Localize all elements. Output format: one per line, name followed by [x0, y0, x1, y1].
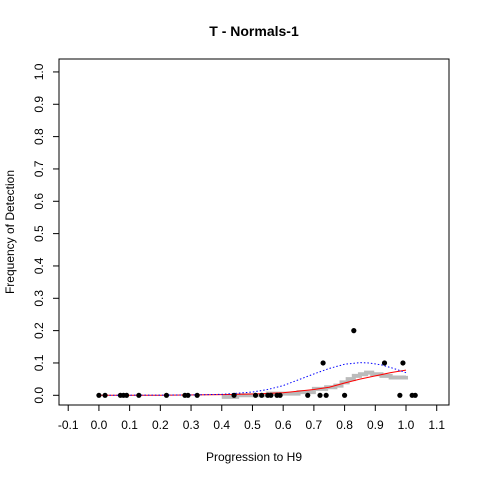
y-axis: 0.0 0.1 0.2 0.3 0.4 0.5 0.6 0.7 0.8 0.9 1.0: [32, 63, 59, 404]
y-axis-label: Frequency of Detection: [3, 170, 17, 294]
data-point: [277, 392, 283, 398]
data-point: [320, 360, 326, 366]
data-point: [317, 392, 323, 398]
x-tick-label: 0.7: [306, 418, 323, 432]
x-tick-label: 1.1: [428, 418, 445, 432]
y-tick-label: 0.4: [32, 257, 46, 274]
x-tick-label: 0.1: [121, 418, 138, 432]
step-curve: [221, 370, 409, 399]
x-tick-label: 0.4: [213, 418, 230, 432]
x-tick-label: 0.8: [336, 418, 353, 432]
y-tick-label: 0.8: [32, 128, 46, 145]
y-tick-label: 0.0: [32, 387, 46, 404]
data-point: [259, 392, 265, 398]
x-tick-label: 0.3: [183, 418, 200, 432]
x-tick-label: 1.0: [398, 418, 415, 432]
y-tick-label: 1.0: [32, 63, 46, 80]
data-point: [397, 392, 403, 398]
x-axis-label: Progression to H9: [206, 450, 302, 464]
data-point: [123, 392, 130, 398]
data-point: [96, 392, 102, 398]
data-point: [252, 392, 259, 398]
data-point: [412, 392, 418, 398]
y-tick-label: 0.1: [32, 354, 46, 371]
y-tick-label: 0.9: [32, 96, 46, 113]
x-tick-label: 0.9: [367, 418, 384, 432]
data-point: [163, 392, 170, 398]
x-tick-label: 0.2: [152, 418, 169, 432]
x-tick-label: -0.1: [58, 418, 79, 432]
y-tick-label: 0.6: [32, 193, 46, 210]
plot-frame: [58, 58, 450, 406]
x-tick-label: 0.0: [91, 418, 108, 432]
data-point: [381, 360, 388, 366]
dotted-fit-curve: [98, 362, 407, 396]
data-point: [305, 392, 311, 398]
data-point: [185, 392, 191, 398]
data-point: [341, 392, 348, 398]
data-point: [351, 328, 357, 334]
data-point: [268, 392, 274, 398]
x-tick-label: 0.5: [244, 418, 261, 432]
chart-title: T - Normals-1: [209, 23, 299, 39]
x-axis: -0.1 0.0 0.1 0.2 0.3 0.4 0.5 0.6 0.7 0.8 0.9 1.0 1.1: [58, 405, 445, 432]
data-point: [136, 392, 142, 398]
data-point: [231, 392, 237, 398]
data-point: [400, 360, 406, 366]
x-tick-label: 0.6: [275, 418, 292, 432]
data-point: [323, 392, 329, 398]
series-layer: [96, 328, 418, 399]
data-point: [102, 392, 108, 398]
y-tick-label: 0.7: [32, 160, 46, 177]
y-tick-label: 0.2: [32, 322, 46, 339]
y-tick-label: 0.3: [32, 290, 46, 307]
data-point: [194, 392, 200, 398]
y-tick-label: 0.5: [32, 225, 46, 242]
